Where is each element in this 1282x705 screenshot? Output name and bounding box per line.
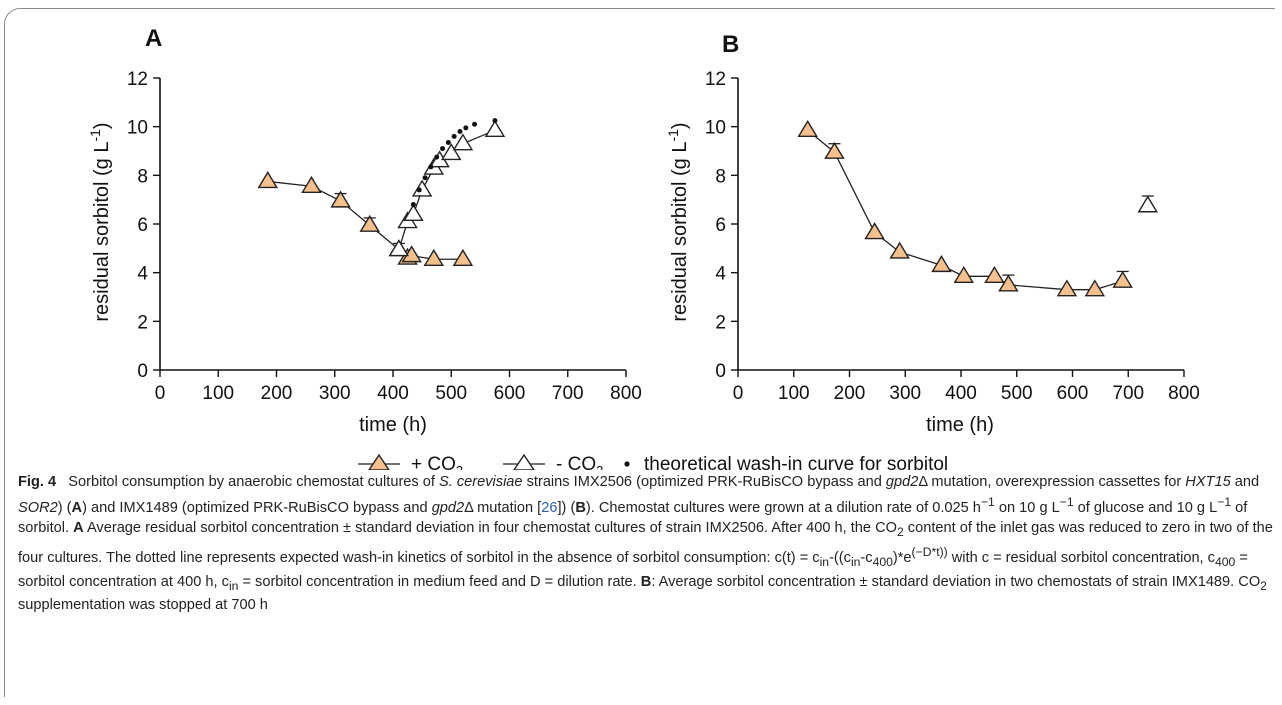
- panel-a-series-0-marker: [423, 248, 445, 266]
- panel-a-y-axis-title: residual sorbitol (g L-1): [87, 122, 113, 321]
- legend: + CO2 - CO2 theoretical wash-in curve fo…: [358, 453, 948, 470]
- panel-a-series-0-marker: [359, 214, 380, 232]
- panel-b-y-tick-label: 2: [715, 312, 726, 333]
- panel-a-series-1-marker: [484, 119, 506, 138]
- panel-b: B 0 100 200 300 400 500 600 700 800 0 2 4 6 8 10 12 tim…: [665, 31, 1200, 436]
- panel-a-axes: 0 100 200 300 400 500 600 700 800 0 2 4 6 8 10 12: [127, 69, 642, 404]
- panel-b-x-tick-label: 800: [1168, 383, 1200, 404]
- panel-b-y-tick-label: 6: [715, 215, 726, 236]
- panel-b-x-axis-title: time (h): [926, 414, 994, 436]
- panel-b-series-0-marker: [953, 265, 975, 284]
- panel-b-y-tick-label: 4: [715, 264, 726, 285]
- caption-figure-label: Fig. 4: [18, 474, 57, 490]
- panel-b-x-tick-label: 100: [778, 383, 810, 404]
- legend-item-plus-co2: + CO2: [358, 453, 463, 470]
- panel-a-series-0-line: [267, 180, 463, 260]
- panel-b-y-tick-label: 0: [715, 361, 726, 382]
- panel-b-y-tick-label: 10: [705, 118, 726, 139]
- panel-a-series-0-marker: [301, 175, 322, 193]
- panel-a-y-tick-label: 4: [137, 264, 148, 285]
- panel-a-series-2-dot: [416, 187, 422, 193]
- panel-b-x-tick-label: 400: [945, 383, 977, 404]
- panel-b-x-tick-label: 300: [889, 383, 921, 404]
- panel-b-series-1-marker: [1137, 195, 1158, 213]
- panel-a-x-tick-label: 300: [319, 383, 351, 404]
- panel-a-x-tick-label: 0: [155, 383, 166, 404]
- panel-a-series-0-marker: [257, 171, 278, 189]
- panel-a-series-2-dot: [434, 154, 440, 160]
- legend-marker-dot: [624, 461, 630, 467]
- figure-caption: Fig. 4 Sorbitol consumption by anaerobic…: [18, 472, 1274, 615]
- panel-b-series-0-marker: [889, 241, 910, 259]
- panel-a-series-2-dot: [472, 121, 478, 127]
- panel-b-series-0-line: [807, 129, 1123, 291]
- panel-a-y-tick-label: 10: [127, 118, 148, 139]
- panel-b-x-tick-label: 200: [834, 383, 866, 404]
- panel-b-series-0-marker: [1056, 279, 1078, 297]
- panel-a-x-tick-label: 100: [202, 383, 234, 404]
- legend-item-wash-in: theoretical wash-in curve for sorbitol: [624, 454, 948, 470]
- panel-a-series-1-marker: [411, 179, 433, 197]
- panel-a-y-tick-label: 8: [137, 166, 148, 187]
- panel-a-series-2-dot: [492, 118, 498, 124]
- caption-reference-link[interactable]: 26: [541, 499, 558, 516]
- panel-b-series-0-marker: [1112, 270, 1133, 288]
- panel-a-x-tick-label: 500: [435, 383, 467, 404]
- panel-b-series-0-marker: [864, 222, 885, 240]
- legend-label-plus-co2: + CO2: [411, 454, 463, 470]
- panel-a-x-axis-title: time (h): [359, 414, 427, 436]
- panel-a-y-tick-label: 2: [137, 312, 148, 333]
- panel-a-y-tick-label: 12: [127, 69, 148, 90]
- panel-a-x-tick-label: 200: [261, 383, 293, 404]
- legend-label-minus-co2: - CO2: [556, 454, 603, 470]
- panel-a-series-2-dot: [422, 175, 428, 181]
- panel-b-y-axis-title: residual sorbitol (g L-1): [665, 122, 691, 321]
- panel-b-y-tick-label: 8: [715, 166, 726, 187]
- legend-marker-open-triangle: [513, 453, 535, 470]
- panel-a-letter: A: [145, 25, 162, 52]
- panel-a-series-2-dot: [445, 139, 451, 145]
- legend-marker-filled-triangle: [368, 453, 390, 470]
- panel-b-series-0-marker: [984, 265, 1005, 284]
- panel-a-series-1-marker: [441, 143, 462, 161]
- legend-label-wash-in: theoretical wash-in curve for sorbitol: [644, 454, 948, 470]
- panel-a-y-tick-label: 6: [137, 215, 148, 236]
- panel-a-series-1-line: [398, 129, 496, 250]
- panel-b-series-0-marker: [998, 274, 1019, 292]
- panel-b-series-0-marker: [931, 255, 952, 273]
- panel-a-plot: [257, 118, 506, 266]
- panel-a-x-tick-label: 400: [377, 383, 409, 404]
- panel-a-x-tick-label: 700: [552, 383, 584, 404]
- panel-a-series-1-marker: [452, 133, 474, 151]
- panel-b-letter: B: [722, 31, 739, 58]
- panel-a: A 0 100 200 300 400 500 600 700 800 0 2 4 6 8 10 12 tim…: [87, 25, 642, 436]
- panel-b-x-tick-label: 0: [733, 383, 744, 404]
- panel-b-y-tick-label: 12: [705, 69, 726, 90]
- panel-a-series-1-marker: [388, 239, 410, 257]
- panel-a-series-0-marker: [330, 190, 351, 208]
- panel-a-series-2-dot: [451, 133, 457, 139]
- panel-b-plot: [797, 119, 1158, 297]
- figure-frame: [4, 8, 1275, 697]
- panel-b-series-0-marker: [1084, 279, 1106, 297]
- panel-a-series-2-dot: [440, 146, 446, 152]
- legend-item-minus-co2: - CO2: [503, 453, 603, 470]
- panel-b-series-0-marker: [797, 119, 818, 138]
- panel-b-x-tick-label: 600: [1057, 383, 1089, 404]
- panel-a-y-tick-label: 0: [137, 361, 148, 382]
- caption-text: Sorbitol consumption by anaerobic chemos…: [18, 474, 1273, 614]
- panel-a-x-tick-label: 600: [494, 383, 526, 404]
- panel-a-series-2-dot: [428, 164, 434, 170]
- panel-b-axes: 0 100 200 300 400 500 600 700 800 0 2 4 6 8 10 12: [705, 69, 1200, 404]
- panel-b-series-0-marker: [824, 141, 845, 159]
- panel-a-series-0-marker: [452, 248, 474, 266]
- panel-b-x-tick-label: 500: [1001, 383, 1033, 404]
- panel-a-series-2-dot: [410, 202, 416, 208]
- panel-a-series-2-dot: [463, 125, 469, 131]
- panel-a-x-tick-label: 800: [610, 383, 642, 404]
- panel-a-series-1-marker: [403, 203, 424, 221]
- panel-a-series-2-dot: [457, 129, 463, 135]
- panel-b-x-tick-label: 700: [1112, 383, 1144, 404]
